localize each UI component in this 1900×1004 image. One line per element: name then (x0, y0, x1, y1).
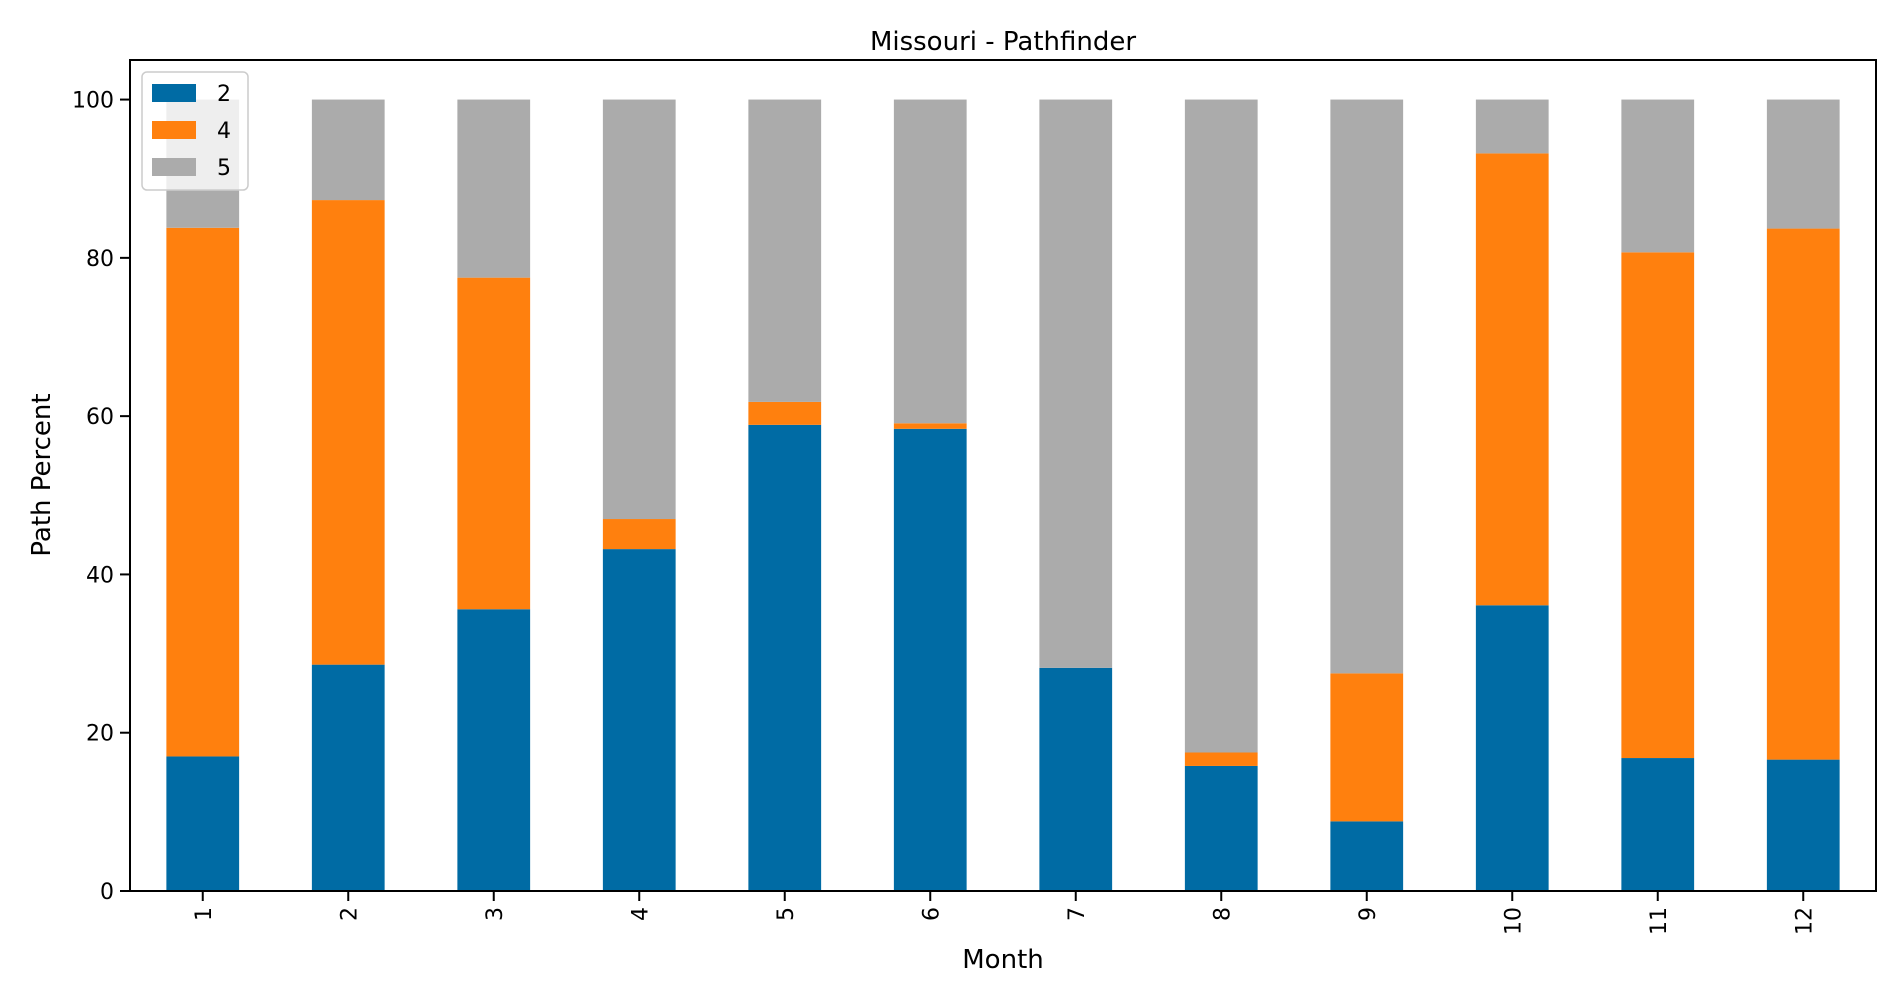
x-axis: 1 2 3 4 5 6 7 8 9 10 11 12 (192, 891, 1817, 935)
bars-layer (166, 99, 1840, 891)
y-tick-label-40: 40 (86, 563, 114, 588)
bar-month-9-series-5 (1330, 99, 1404, 674)
bar-month-4-series-4 (602, 519, 676, 550)
x-tick-label-2: 2 (337, 907, 362, 921)
chart-title: Missouri - Pathfinder (870, 27, 1136, 57)
legend: 2 4 5 (141, 71, 249, 191)
bar-month-4-series-5 (602, 99, 676, 520)
bar-month-8-series-4 (1184, 752, 1258, 766)
y-axis-label: Path Percent (27, 393, 57, 556)
bar-month-8-series-2 (1184, 765, 1258, 891)
x-tick-label-9: 9 (1356, 907, 1381, 921)
legend-swatch-2 (152, 84, 196, 102)
bar-month-10-series-4 (1475, 153, 1549, 606)
y-tick-label-0: 0 (100, 880, 114, 905)
bar-month-10-series-2 (1475, 605, 1549, 891)
bar-month-2-series-5 (311, 99, 385, 201)
x-tick-label-12: 12 (1792, 907, 1817, 935)
bar-month-7-series-2 (1039, 667, 1113, 891)
legend-label-2: 2 (217, 82, 231, 107)
bar-month-3-series-4 (457, 277, 531, 610)
bar-month-11-series-2 (1621, 758, 1695, 891)
bar-month-5-series-5 (748, 99, 822, 402)
legend-label-4: 4 (217, 119, 231, 144)
bar-month-10-series-5 (1475, 99, 1549, 154)
y-axis: 0 20 40 60 80 100 (72, 89, 130, 905)
legend-swatch-5 (152, 158, 196, 176)
plot-frame (129, 59, 1877, 892)
bar-month-6-series-4 (893, 423, 967, 429)
bar-month-5-series-2 (748, 424, 822, 891)
bar-month-2-series-2 (311, 664, 385, 891)
x-tick-label-6: 6 (919, 907, 944, 921)
bar-month-8-series-5 (1184, 99, 1258, 753)
bar-month-5-series-4 (748, 401, 822, 425)
bar-month-3-series-5 (457, 99, 531, 278)
bar-month-2-series-4 (311, 200, 385, 665)
bar-month-11-series-5 (1621, 99, 1695, 253)
legend-label-5: 5 (217, 156, 231, 181)
x-tick-label-7: 7 (1065, 907, 1090, 921)
bar-month-9-series-2 (1330, 821, 1404, 891)
x-tick-label-10: 10 (1501, 907, 1526, 935)
x-tick-label-8: 8 (1210, 907, 1235, 921)
bar-month-6-series-5 (893, 99, 967, 424)
bar-month-11-series-4 (1621, 252, 1695, 759)
bar-month-3-series-2 (457, 609, 531, 891)
bar-month-1-series-4 (166, 227, 240, 757)
bar-month-12-series-4 (1766, 228, 1840, 760)
legend-swatch-4 (152, 121, 196, 139)
bar-month-12-series-2 (1766, 759, 1840, 891)
y-tick-label-100: 100 (72, 89, 114, 114)
y-tick-label-80: 80 (86, 247, 114, 272)
bar-month-1-series-2 (166, 756, 240, 891)
y-tick-label-20: 20 (86, 722, 114, 747)
x-axis-label: Month (962, 945, 1044, 975)
x-tick-label-4: 4 (628, 907, 653, 921)
y-tick-label-60: 60 (86, 405, 114, 430)
bar-month-4-series-2 (602, 549, 676, 891)
x-tick-label-11: 11 (1647, 907, 1672, 935)
bar-month-6-series-2 (893, 428, 967, 891)
bar-month-12-series-5 (1766, 99, 1840, 229)
x-tick-label-1: 1 (192, 907, 217, 921)
bar-month-9-series-4 (1330, 673, 1404, 822)
x-tick-label-5: 5 (774, 907, 799, 921)
bar-month-7-series-5 (1039, 99, 1113, 668)
x-tick-label-3: 3 (483, 907, 508, 921)
